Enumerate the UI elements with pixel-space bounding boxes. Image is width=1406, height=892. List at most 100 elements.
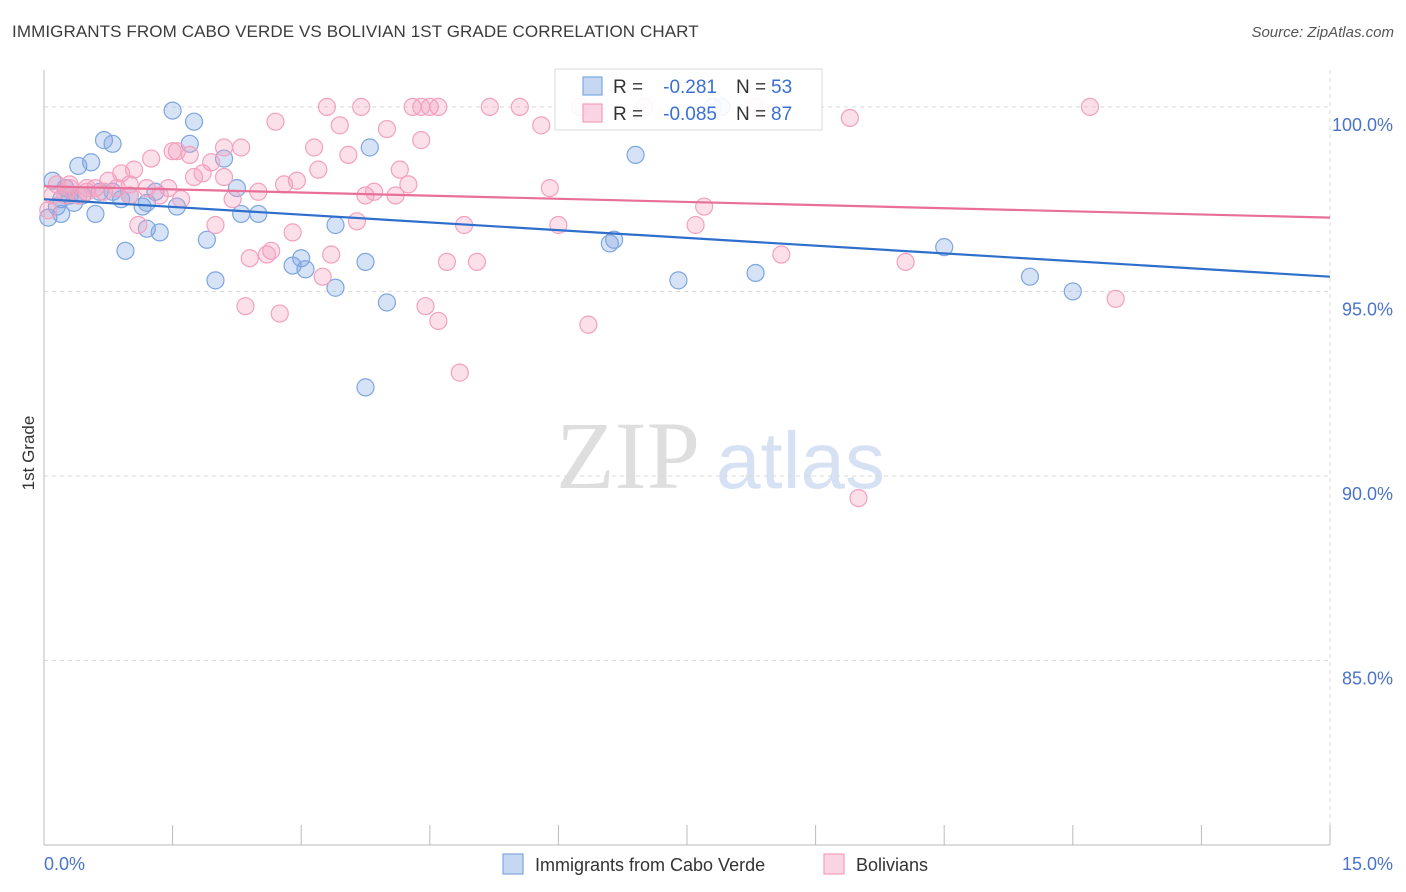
data-point [120,175,139,194]
data-point [232,138,251,157]
data-point [103,134,122,153]
data-point [287,171,307,190]
data-point [163,142,182,161]
data-point [322,245,341,264]
data-point [377,293,397,312]
data-point [266,112,285,131]
trend-line-bolivians [43,185,1331,219]
x-tick-label: 0.0% [44,854,85,874]
y-tick-label: 95.0% [1342,299,1393,319]
data-point [669,271,688,290]
data-point [746,263,765,283]
stats-r-label: R = [613,104,643,125]
data-point [326,215,345,235]
data-point [296,260,315,279]
data-point [352,97,371,117]
x-tick-label: 15.0% [1342,854,1393,874]
stats-n-value: 53 [771,77,792,98]
data-point [206,215,225,235]
legend-label: Immigrants from Cabo Verde [535,855,765,875]
data-point [695,197,714,216]
y-tick-label: 100.0% [1332,115,1393,135]
y-tick-label: 85.0% [1342,668,1393,688]
data-point [412,97,431,117]
data-point [326,278,345,297]
watermark-zip: ZIP [556,402,700,509]
data-point [579,315,598,334]
data-point [292,249,311,268]
data-point [206,271,225,290]
stats-r-value: -0.085 [663,104,717,125]
data-point [227,178,246,198]
data-point [163,101,182,120]
data-point [1080,97,1100,117]
y-tick-labels: 100.0% 95.0% 90.0% 85.0% [1332,115,1393,689]
data-point [236,297,255,316]
stats-box-frame [554,68,823,131]
legend-label: Bolivians [856,855,928,875]
data-point [450,363,469,382]
data-point [82,153,101,172]
data-point [180,145,199,164]
data-point [317,97,337,117]
trend-lines [43,185,1331,278]
bottom-legend: Immigrants from Cabo Verde Bolivians [502,853,928,875]
data-point [416,297,435,316]
data-point [283,223,302,242]
y-tick-label: 90.0% [1342,484,1393,504]
data-point [232,204,251,224]
x-tick-labels: 0.0% 15.0% [44,854,1393,874]
legend-swatch [823,853,845,875]
y-axis-label: 1st Grade [19,416,38,491]
data-point [840,108,859,128]
data-point [605,230,624,249]
data-point [262,241,281,260]
data-point [399,175,418,194]
data-point [214,138,234,157]
chart-title: IMMIGRANTS FROM CABO VERDE VS BOLIVIAN 1… [12,22,699,41]
data-point [1106,289,1125,308]
data-point [197,230,216,249]
data-point [240,249,259,268]
data-point [1020,267,1040,286]
data-point [429,311,448,331]
data-point [223,190,242,209]
stats-r-label: R = [613,77,643,98]
data-point [437,252,457,272]
data-point [532,116,551,135]
data-point [39,201,58,220]
data-point [313,267,332,286]
data-point [184,112,204,131]
data-point [1063,282,1082,301]
legend-swatch [502,853,524,875]
data-point [540,178,559,198]
data-point [935,238,954,257]
watermark: ZIP atlas [556,402,885,509]
data-point [686,215,705,235]
data-point [142,149,161,168]
trend-line-cabo-verde [43,198,1331,278]
data-point [309,160,328,179]
stats-r-value: -0.281 [663,77,717,98]
chart-source: Source: ZipAtlas.com [1251,24,1394,41]
series-cabo-verde [39,97,1082,397]
data-point [330,116,349,135]
data-point [626,145,645,164]
data-point [849,488,868,508]
data-point [772,245,791,264]
stats-n-value: 87 [771,104,792,125]
data-point [202,153,221,172]
data-point [347,212,367,231]
data-point [364,182,384,201]
data-point [356,378,375,397]
data-point [214,167,234,187]
data-point [172,190,191,209]
data-point [124,160,144,179]
stats-swatch [582,76,603,96]
data-point [360,138,379,157]
data-point [249,204,268,224]
stats-n-label: N = [736,104,766,125]
data-point [86,204,105,224]
data-point [356,252,375,272]
